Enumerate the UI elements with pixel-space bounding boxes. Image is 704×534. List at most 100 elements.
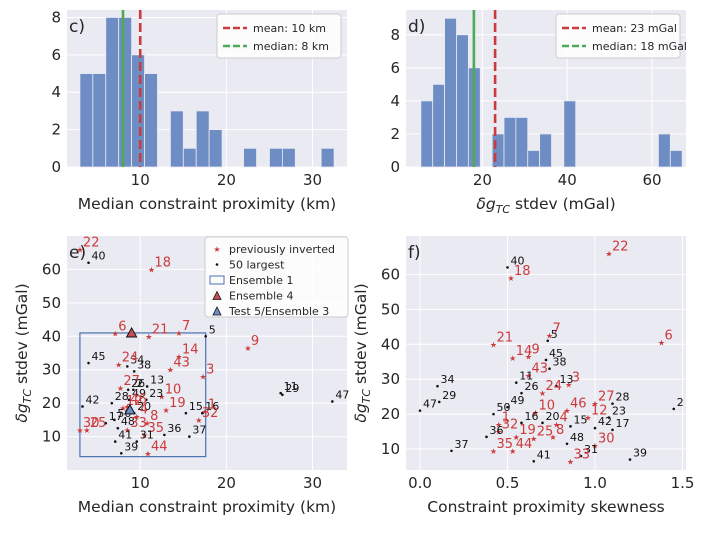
x-tick-label: 30	[303, 474, 322, 492]
point-label: 31	[584, 443, 598, 456]
point-dot	[492, 412, 495, 416]
y-tick-label: 20	[42, 394, 61, 412]
panel-label: c)	[69, 17, 85, 37]
point-star: ★	[605, 249, 612, 258]
x-axis-label: Constraint proximity skewness	[427, 498, 664, 516]
y-tick-label: 60	[42, 260, 61, 278]
point-star: ★	[167, 366, 174, 375]
point-dot	[126, 388, 130, 392]
point-label: 12	[591, 404, 608, 419]
point-label: 13	[560, 373, 574, 386]
histogram-bar	[169, 110, 184, 168]
x-tick-label: 40	[558, 171, 577, 189]
y-tick-label: 30	[381, 370, 400, 388]
point-star: ★	[115, 361, 122, 370]
point-label: 27	[123, 374, 140, 389]
point-label: 21	[497, 330, 514, 345]
point-star: ★	[201, 408, 208, 417]
point-dot	[113, 418, 116, 422]
point-label: 20	[546, 410, 560, 423]
point-label: 32	[502, 418, 519, 433]
point-dot	[116, 426, 120, 430]
y-tick-label: 40	[42, 327, 61, 345]
point-label: 46	[570, 397, 587, 412]
point-label: 19	[519, 423, 536, 438]
panel-c: 10 20 30 0 2 4 6 8 Median constraint proximity (…	[51, 8, 347, 213]
point-star: ★	[144, 419, 151, 428]
point-label: 4	[560, 411, 568, 426]
histogram-bar	[281, 147, 296, 168]
y-tick-label: 2	[390, 125, 400, 143]
point-label: 42	[598, 415, 612, 428]
point-label: 38	[137, 358, 151, 371]
legend-label: 50 largest	[229, 259, 285, 272]
point-dot	[506, 405, 509, 409]
point-label: 11	[284, 380, 298, 393]
point-star: ★	[532, 408, 539, 417]
point-star: ★	[495, 428, 502, 437]
point-label: 8	[556, 423, 564, 438]
point-star: ★	[158, 392, 165, 401]
point-label: 43	[532, 362, 549, 377]
point-dot	[110, 401, 114, 405]
point-star: ★	[141, 431, 148, 440]
panel-e: 10 20 30 10 20 30 40 50 60 Median constraint prox…	[13, 235, 349, 516]
y-tick-label: 20	[381, 405, 400, 423]
point-dot	[628, 458, 632, 461]
point-label: 35	[148, 421, 165, 436]
point-star: ★	[124, 426, 131, 435]
legend-label: Test 5/Ensemble 3	[228, 305, 329, 318]
point-label: 21	[152, 322, 169, 337]
point-label: 26	[131, 377, 145, 390]
point-label: 18	[154, 255, 171, 270]
point-label: 23	[149, 387, 163, 400]
point-dot	[87, 261, 90, 265]
point-dot	[672, 407, 676, 411]
point-star: ★	[175, 352, 182, 361]
point-star: ★	[658, 339, 665, 348]
point-star: ★	[507, 274, 514, 283]
point-label: 3	[572, 370, 580, 385]
point-star: ★	[553, 421, 560, 430]
histogram-bar	[208, 129, 223, 168]
point-label: 1	[208, 398, 216, 413]
y-tick-label: 0	[51, 158, 61, 176]
point-star: ★	[567, 457, 574, 466]
histogram-bar	[131, 54, 145, 168]
legend-box	[216, 13, 342, 59]
point-label: 1	[502, 411, 510, 426]
histogram-bar	[420, 100, 434, 168]
point-star: ★	[162, 406, 169, 415]
point-label: 15	[574, 413, 588, 426]
point-star: ★	[148, 265, 155, 274]
point-label: 43	[173, 356, 190, 371]
panel-label: f)	[408, 243, 421, 263]
point-label: 26	[525, 380, 539, 393]
x-axis-label: Median constraint proximity (km)	[78, 195, 336, 213]
panel-label: d)	[408, 17, 425, 37]
histogram-bar	[563, 100, 577, 168]
point-label: 24	[546, 379, 563, 394]
histogram-bar	[658, 133, 671, 168]
point-label: 18	[514, 264, 531, 279]
point-label: 32	[202, 406, 219, 421]
y-tick-label: 0	[390, 158, 400, 176]
panel-d: 20 40 60 0 2 4 6 8 δgTC stdev (mGal) d) mean: 23 m…	[390, 10, 687, 216]
point-label: 30	[598, 432, 615, 447]
point-star: ★	[244, 344, 251, 353]
y-tick-label: 6	[390, 59, 400, 77]
point-dot	[132, 370, 136, 373]
y-tick-label: 2	[51, 121, 61, 139]
point-dot	[569, 425, 572, 428]
point-star: ★	[509, 354, 516, 363]
panel-label: e)	[69, 243, 86, 263]
x-tick-label: 1.5	[671, 474, 695, 492]
legend-label: previously inverted	[229, 243, 335, 256]
point-star: ★	[565, 380, 572, 389]
point-label: 9	[251, 334, 259, 349]
y-tick-label: 4	[390, 92, 400, 110]
point-dot	[145, 385, 149, 388]
legend-median-label: median: 8 km	[253, 40, 329, 53]
point-label: 49	[132, 387, 146, 400]
